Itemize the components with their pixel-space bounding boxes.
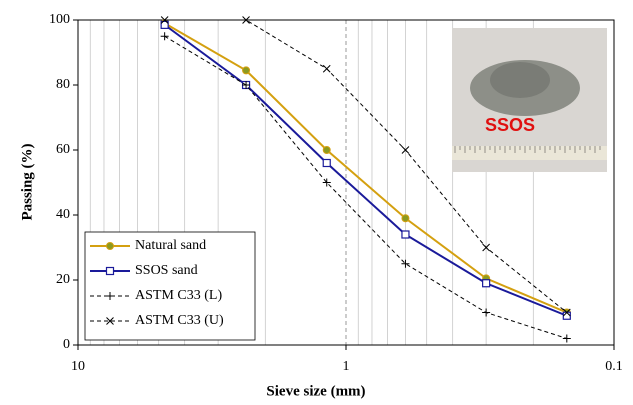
point xyxy=(562,334,571,343)
plot-frame xyxy=(77,19,615,346)
point xyxy=(242,66,251,75)
y-axis-title: Passing (%) xyxy=(19,143,35,220)
point xyxy=(242,16,250,24)
point xyxy=(401,230,410,239)
point xyxy=(322,158,331,168)
point xyxy=(482,308,491,317)
point xyxy=(322,146,331,154)
ruler xyxy=(452,146,607,160)
legend-marker xyxy=(105,266,115,276)
x-tick-label: 1 xyxy=(343,359,350,374)
point xyxy=(482,243,490,252)
y-tick-label: 20 xyxy=(56,272,70,287)
y-tick-label: 60 xyxy=(56,142,70,157)
point xyxy=(160,16,169,24)
x-tick-label: 10 xyxy=(71,359,85,374)
point xyxy=(562,311,571,320)
point xyxy=(401,214,410,223)
y-tick-label: 100 xyxy=(49,12,70,27)
legend-label: ASTM C33 (L) xyxy=(135,288,222,303)
x-tick-label: 0.1 xyxy=(605,359,623,374)
series-line xyxy=(164,19,568,313)
series-line xyxy=(164,24,568,317)
point xyxy=(160,32,169,41)
y-tick-label: 80 xyxy=(56,77,70,92)
point xyxy=(242,81,251,89)
legend-label: Natural sand xyxy=(135,238,206,253)
inset-label: SSOS xyxy=(485,115,535,135)
point xyxy=(401,259,410,268)
point xyxy=(482,279,491,288)
series-line xyxy=(164,35,567,339)
point xyxy=(322,178,331,187)
legend-box xyxy=(84,231,256,341)
series-line xyxy=(164,22,568,314)
point xyxy=(160,20,169,29)
legend-label: SSOS sand xyxy=(135,263,198,278)
sand-pile xyxy=(490,62,550,98)
x-axis-title: Sieve size (mm) xyxy=(266,383,365,399)
point xyxy=(562,308,571,317)
y-tick-label: 40 xyxy=(56,207,70,222)
legend-marker xyxy=(106,292,114,300)
inset-photo: SSOS xyxy=(452,28,607,172)
point xyxy=(401,146,410,154)
point xyxy=(322,64,331,73)
legend-label: ASTM C33 (U) xyxy=(135,313,224,328)
legend-marker xyxy=(106,317,114,325)
legend-marker xyxy=(106,242,114,250)
y-tick-label: 0 xyxy=(63,337,70,352)
